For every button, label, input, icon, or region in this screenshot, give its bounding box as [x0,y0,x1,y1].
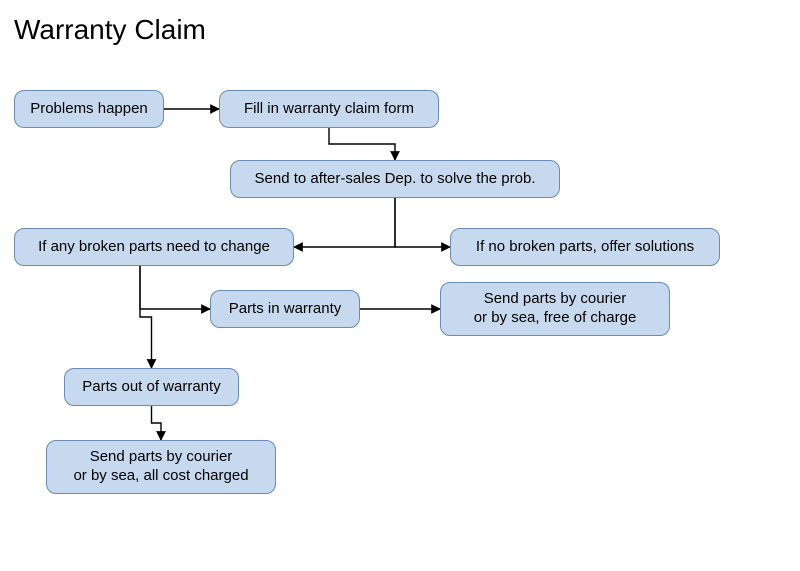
flowchart-node-n2: Fill in warranty claim form [219,90,439,128]
flowchart-node-n5: If no broken parts, offer solutions [450,228,720,266]
flowchart-node-n7: Send parts by courier or by sea, free of… [440,282,670,336]
flowchart-node-n6: Parts in warranty [210,290,360,328]
flowchart-node-n8: Parts out of warranty [64,368,239,406]
flowchart-node-n4: If any broken parts need to change [14,228,294,266]
flowchart-node-n1: Problems happen [14,90,164,128]
flowchart-node-n9: Send parts by courier or by sea, all cos… [46,440,276,494]
flowchart-node-n3: Send to after-sales Dep. to solve the pr… [230,160,560,198]
page-title: Warranty Claim [14,14,206,46]
